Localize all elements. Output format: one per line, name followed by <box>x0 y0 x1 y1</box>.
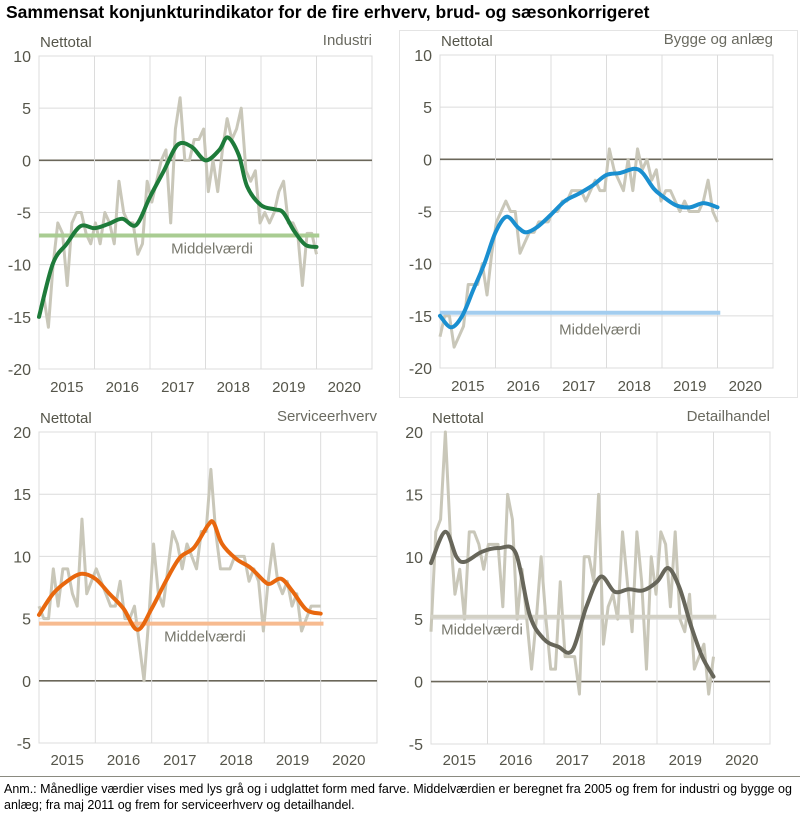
y-tick-label: 0 <box>414 675 423 692</box>
y-tick-label: 0 <box>22 674 31 691</box>
x-tick-label: 2015 <box>443 752 476 769</box>
panel-title: Detailhandel <box>687 408 770 425</box>
y-tick-label: -20 <box>409 361 432 378</box>
x-tick-label: 2015 <box>451 378 484 395</box>
x-tick-label: 2018 <box>219 752 252 769</box>
raw-monthly-series-line <box>438 147 719 349</box>
x-tick-label: 2020 <box>328 379 361 396</box>
smoothed-series-line <box>37 135 319 319</box>
mean-label: Middelværdi <box>559 322 641 339</box>
y-tick-label: -10 <box>409 257 432 274</box>
footnote-divider <box>0 776 800 777</box>
y-tick-label: 20 <box>13 425 31 442</box>
y-tick-label: 15 <box>13 487 31 504</box>
x-tick-label: 2018 <box>612 752 645 769</box>
x-tick-label: 2016 <box>106 379 139 396</box>
smoothed-series-line <box>429 529 716 679</box>
y-tick-label: -5 <box>418 205 432 222</box>
x-tick-label: 2019 <box>673 378 706 395</box>
x-tick-label: 2017 <box>562 378 595 395</box>
mean-label: Middelværdi <box>171 240 253 257</box>
y-tick-label: -5 <box>17 736 31 753</box>
y-tick-label: 0 <box>22 153 31 170</box>
y-tick-label: 10 <box>13 49 31 66</box>
x-tick-label: 2020 <box>729 378 762 395</box>
x-tick-label: 2020 <box>725 752 758 769</box>
panel-title: Bygge og anlæg <box>664 31 773 48</box>
x-tick-label: 2016 <box>107 752 140 769</box>
y-tick-label: 10 <box>405 550 423 567</box>
x-tick-label: 2015 <box>50 752 83 769</box>
y-tick-label: 5 <box>22 612 31 629</box>
x-tick-label: 2017 <box>556 752 589 769</box>
x-tick-label: 2015 <box>50 379 83 396</box>
x-tick-label: 2019 <box>272 379 305 396</box>
y-tick-label: 5 <box>423 100 432 117</box>
figure-title: Sammensat konjunkturindikator for de fir… <box>6 2 650 22</box>
y-tick-label: 5 <box>22 101 31 118</box>
y-tick-label: 10 <box>13 549 31 566</box>
x-tick-label: 2020 <box>332 752 365 769</box>
panel-title: Serviceerhverv <box>277 408 378 425</box>
y-tick-label: 0 <box>423 152 432 169</box>
y-tick-label: -20 <box>8 362 31 379</box>
footnote: Anm.: Månedlige værdier vises med lys gr… <box>4 782 792 812</box>
y-tick-label: -5 <box>17 206 31 223</box>
y-axis-label: Nettotal <box>40 410 92 427</box>
mean-label: Middelværdi <box>441 622 523 639</box>
x-tick-label: 2017 <box>161 379 194 396</box>
chart-panel-bygge-og-anlaeg: 10 5 0 -5 -10 -15 -20 2015 2016 2017 2018 2019 2020 N… <box>409 31 774 395</box>
y-axis-label: Nettotal <box>441 33 493 50</box>
x-tick-label: 2016 <box>507 378 540 395</box>
y-tick-label: 15 <box>405 487 423 504</box>
chart-panel-industri: 10 5 0 -5 -10 -15 -20 2015 2016 2017 2018 2019 2020 N… <box>8 32 373 396</box>
y-axis-label: Nettotal <box>40 34 92 51</box>
x-tick-label: 2016 <box>499 752 532 769</box>
panel-border <box>399 30 798 398</box>
y-tick-label: 10 <box>414 48 432 65</box>
y-tick-label: 20 <box>405 425 423 442</box>
y-tick-label: 5 <box>414 612 423 629</box>
y-tick-label: -10 <box>8 258 31 275</box>
y-tick-label: -5 <box>409 737 423 754</box>
x-tick-label: 2018 <box>217 379 250 396</box>
raw-monthly-series-line <box>37 96 318 329</box>
raw-monthly-series-line <box>429 430 715 696</box>
y-axis-label: Nettotal <box>432 410 484 427</box>
mean-label: Middelværdi <box>164 629 246 646</box>
y-tick-label: -15 <box>8 310 31 327</box>
x-tick-label: 2017 <box>163 752 196 769</box>
x-tick-label: 2019 <box>276 752 309 769</box>
x-tick-label: 2018 <box>618 378 651 395</box>
panel-title: Industri <box>323 32 372 49</box>
smoothed-series-line <box>438 166 720 330</box>
x-tick-label: 2019 <box>669 752 702 769</box>
y-tick-label: -15 <box>409 309 432 326</box>
